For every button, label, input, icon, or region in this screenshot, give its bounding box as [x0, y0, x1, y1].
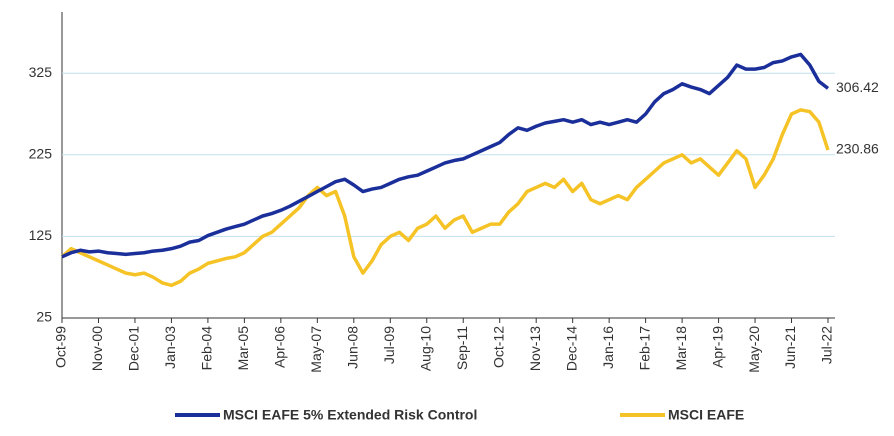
x-tick-label: Aug-10 [417, 326, 433, 371]
y-tick-label: 25 [36, 309, 52, 325]
end-value-label: 306.42 [836, 79, 879, 95]
x-tick-label: Feb-17 [636, 326, 652, 371]
series-line [61, 52, 830, 259]
x-tick-label: Jul-22 [819, 326, 835, 364]
x-tick-label: Jan-16 [600, 326, 616, 369]
legend-label: MSCI EAFE 5% Extended Risk Control [223, 407, 477, 423]
x-tick-label: Jun-21 [782, 326, 798, 369]
x-tick-label: Jan-03 [162, 326, 178, 369]
x-tick-label: Mar-18 [673, 326, 689, 371]
x-tick-label: Jun-08 [345, 326, 361, 369]
x-tick-label: Feb-04 [199, 326, 215, 371]
end-value-label: 230.86 [836, 141, 879, 157]
x-tick-label: Oct-99 [53, 326, 69, 368]
x-tick-label: Apr-06 [272, 326, 288, 368]
x-tick-label: Sep-11 [454, 326, 470, 370]
x-tick-label: Oct-12 [490, 326, 506, 368]
x-tick-label: Dec-14 [563, 326, 579, 371]
x-tick-label: Apr-19 [709, 326, 725, 368]
legend-label: MSCI EAFE [668, 407, 744, 423]
x-tick-label: Mar-05 [235, 326, 251, 371]
series-line [60, 108, 830, 288]
y-tick-label: 225 [29, 146, 53, 162]
y-tick-label: 125 [29, 227, 53, 243]
x-tick-label: Jul-09 [381, 326, 397, 364]
x-tick-label: May-20 [746, 326, 762, 373]
x-tick-label: May-07 [308, 326, 324, 373]
y-tick-label: 325 [29, 64, 53, 80]
x-tick-label: Nov-13 [527, 326, 543, 371]
x-tick-label: Dec-01 [126, 326, 142, 371]
x-tick-label: Nov-00 [89, 326, 105, 371]
